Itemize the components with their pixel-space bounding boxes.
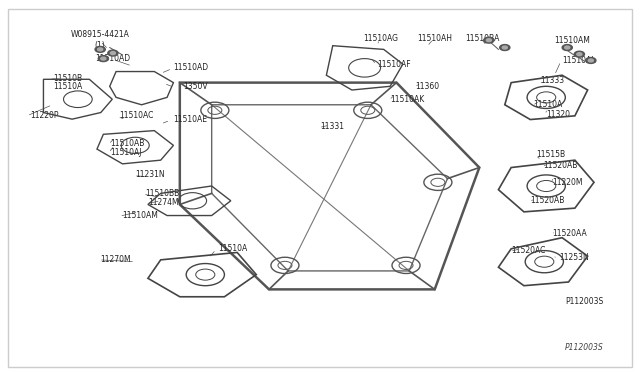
Circle shape [95,46,105,52]
Text: 11520AB: 11520AB [543,161,577,170]
Text: 11220M: 11220M [552,178,583,187]
Text: 11520AA: 11520AA [552,230,588,238]
Text: 11231N: 11231N [135,170,165,179]
Circle shape [564,46,570,49]
Circle shape [99,56,108,62]
Text: 11510AM: 11510AM [122,211,158,220]
Text: 11220P: 11220P [30,111,59,121]
Circle shape [100,57,106,60]
Text: 11333: 11333 [540,76,564,85]
Text: P112003S: P112003S [565,343,604,352]
Text: 11510AD: 11510AD [173,63,209,72]
Text: 11510AB: 11510AB [109,139,144,148]
Circle shape [586,58,596,63]
Text: 11331: 11331 [320,122,344,131]
Text: 11510AE: 11510AE [173,115,207,124]
Text: W08915-4421A
(1): W08915-4421A (1) [71,31,129,50]
Text: 11510B: 11510B [54,74,83,83]
Text: 11510AF: 11510AF [378,60,411,69]
Text: 11510AG: 11510AG [363,34,398,43]
Text: 11515B: 11515B [537,150,566,159]
Text: 11510AC: 11510AC [119,111,154,121]
Circle shape [577,53,582,56]
Text: 1350V: 1350V [183,82,207,91]
Text: 11510A: 11510A [218,244,247,253]
Text: 11510AH: 11510AH [417,34,452,43]
Circle shape [574,51,584,57]
Text: 11253N: 11253N [559,253,589,263]
Circle shape [486,39,492,42]
Circle shape [502,46,508,49]
Text: 11510AM: 11510AM [554,36,589,45]
Text: 11510AK: 11510AK [390,95,424,104]
Text: 11510A: 11510A [534,100,563,109]
Text: 11520AB: 11520AB [531,196,564,205]
Circle shape [588,59,593,62]
Text: 11510A: 11510A [54,82,83,91]
Circle shape [110,52,115,55]
Text: 11510AD: 11510AD [95,54,131,63]
Circle shape [108,50,118,56]
Text: 11510AJ: 11510AJ [109,148,141,157]
Circle shape [98,48,102,51]
Circle shape [562,45,572,51]
Text: 11274M: 11274M [148,198,179,207]
Text: 11510BB: 11510BB [145,189,179,198]
Circle shape [484,37,494,43]
Text: 11270M: 11270M [100,255,131,264]
Text: 11520AC: 11520AC [511,246,545,255]
Text: 11360: 11360 [415,82,440,91]
Text: 11320: 11320 [546,109,570,119]
Text: P112003S: P112003S [565,297,604,306]
Text: 11510AL: 11510AL [562,56,596,65]
Circle shape [500,45,510,51]
Text: 11510BA: 11510BA [465,34,500,43]
